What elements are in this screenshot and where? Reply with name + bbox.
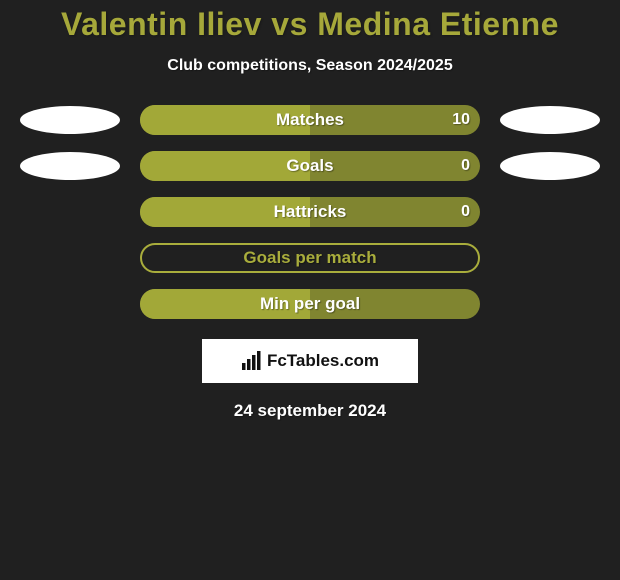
stat-row: Goals per match xyxy=(0,243,620,273)
stat-row: Matches 10 xyxy=(0,105,620,135)
stat-label: Goals xyxy=(286,156,333,176)
bar-chart-icon xyxy=(241,351,263,371)
left-ellipse xyxy=(20,152,120,180)
right-ellipse xyxy=(500,106,600,134)
stat-label: Min per goal xyxy=(260,294,360,314)
stat-label: Matches xyxy=(276,110,344,130)
bar-fill xyxy=(140,151,310,181)
left-ellipse xyxy=(20,106,120,134)
page-subtitle: Club competitions, Season 2024/2025 xyxy=(167,57,452,75)
stat-row: Goals 0 xyxy=(0,151,620,181)
stat-value: 0 xyxy=(461,203,470,221)
brand-text: FcTables.com xyxy=(267,351,379,371)
footer-date: 24 september 2024 xyxy=(234,401,386,421)
right-ellipse xyxy=(500,152,600,180)
stat-label: Hattricks xyxy=(274,202,347,222)
stat-label: Goals per match xyxy=(243,248,376,268)
chart-container: Valentin Iliev vs Medina Etienne Club co… xyxy=(0,0,620,580)
stat-value: 0 xyxy=(461,157,470,175)
comparison-rows: Matches 10 Goals 0 Hattricks 0 Goals per match… xyxy=(0,105,620,319)
stat-bar: Goals per match xyxy=(140,243,480,273)
stat-bar: Hattricks 0 xyxy=(140,197,480,227)
page-title: Valentin Iliev vs Medina Etienne xyxy=(61,6,559,43)
stat-bar: Matches 10 xyxy=(140,105,480,135)
stat-row: Hattricks 0 xyxy=(0,197,620,227)
stat-value: 10 xyxy=(452,111,470,129)
stat-bar: Goals 0 xyxy=(140,151,480,181)
stat-row: Min per goal xyxy=(0,289,620,319)
stat-bar: Min per goal xyxy=(140,289,480,319)
brand-box: FcTables.com xyxy=(202,339,418,383)
